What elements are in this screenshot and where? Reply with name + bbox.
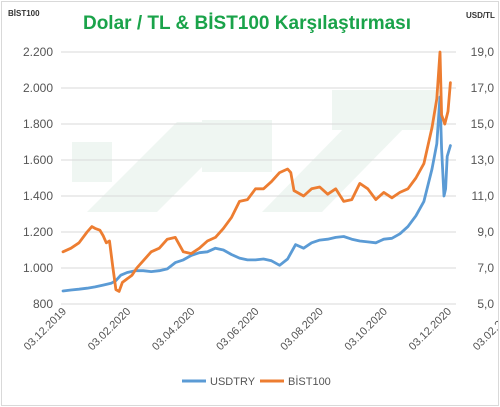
left-tick-label: 2.200 [23,45,53,59]
chart-title: Dolar / TL & BİST100 Karşılaştırması [83,13,411,34]
x-tick-label: 03.12.2019 [22,306,69,353]
left-tick-label: 800 [33,297,53,311]
series-line-bist100 [61,50,452,293]
left-axis-ticks: 800 1.000 1.200 1.400 1.600 1.800 2.000 2.200 [23,45,53,311]
x-axis-ticks: 03.12.2019 03.02.2020 03.04.2020 03.06.2020… [22,306,498,353]
series-line-usdtry [61,95,452,293]
right-tick-label: 19,0 [471,45,495,59]
right-tick-label: 11,0 [472,189,495,203]
x-tick-label: 03.02.2021 [471,306,498,353]
left-axis-unit: BİST100 [8,9,40,18]
right-axis-ticks: 5,0 7,0 9,0 11,0 13,0 15,0 17,0 19,0 [471,45,495,311]
legend-label: USDTRY [210,376,256,388]
right-tick-label: 13,0 [471,153,495,167]
watermark-logo [72,90,442,212]
series-lines [61,50,452,293]
left-tick-label: 1.200 [23,225,53,239]
x-tick-label: 03.04.2020 [150,306,197,353]
left-tick-label: 1.800 [23,117,53,131]
left-tick-label: 1.400 [23,189,53,203]
right-tick-label: 17,0 [471,81,495,95]
x-tick-label: 03.10.2020 [343,306,390,353]
right-tick-label: 5,0 [477,297,494,311]
right-tick-label: 9,0 [477,225,494,239]
right-tick-label: 15,0 [471,117,495,131]
right-tick-label: 7,0 [477,261,494,275]
grid-lines [61,51,456,305]
left-tick-label: 2.000 [23,81,53,95]
left-tick-label: 1.000 [23,261,53,275]
left-tick-label: 1.600 [23,153,53,167]
x-tick-label: 03.02.2020 [86,306,133,353]
x-tick-label: 03.08.2020 [278,306,325,353]
legend: USDTRY BİST100 [182,375,331,388]
x-tick-label: 03.12.2020 [407,306,454,353]
right-axis-unit: USD/TL [466,11,495,20]
x-tick-label: 03.06.2020 [214,306,261,353]
legend-label: BİST100 [288,375,331,388]
